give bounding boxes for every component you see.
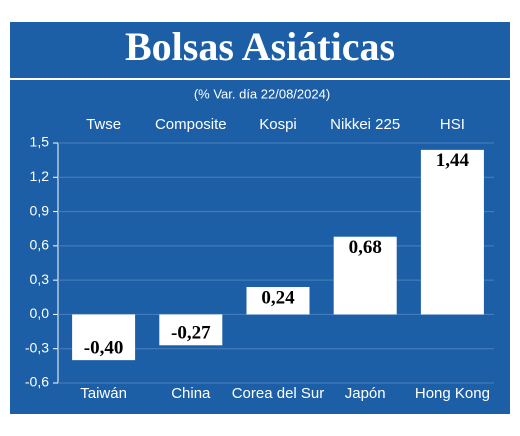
bar: [72, 314, 136, 361]
bar: [420, 149, 484, 315]
value-label: 0,68: [349, 237, 382, 258]
index-label: Kospi: [259, 116, 297, 133]
value-label: -0,40: [84, 338, 124, 359]
value-label: -0,27: [171, 323, 211, 344]
y-tick-label: -0,6: [25, 374, 49, 390]
bar: [333, 236, 397, 315]
y-tick-label: -0,3: [25, 339, 49, 355]
x-tick-label: Taiwán: [80, 385, 127, 402]
value-label: 1,44: [436, 150, 470, 171]
bar: [159, 314, 223, 346]
value-label: 0,24: [261, 287, 295, 308]
y-tick-label: 0,3: [30, 271, 50, 287]
y-tick-label: 0,9: [30, 202, 50, 218]
index-label: Twse: [86, 116, 121, 133]
x-tick-label: Japón: [345, 385, 386, 402]
chart-title: Bolsas Asiáticas: [125, 24, 395, 69]
y-tick-label: 1,5: [30, 134, 50, 150]
index-label: HSI: [440, 116, 465, 133]
x-tick-label: China: [171, 385, 211, 402]
y-tick-label: 0,6: [30, 237, 50, 253]
y-tick-label: 0,0: [30, 305, 50, 321]
index-label: Composite: [155, 116, 227, 133]
x-tick-label: Corea del Sur: [232, 385, 325, 402]
bar: [246, 287, 310, 315]
index-label: Nikkei 225: [330, 116, 400, 133]
y-tick-label: 1,2: [30, 168, 50, 184]
chart-subtitle: (% Var. día 22/08/2024): [194, 86, 330, 101]
x-tick-label: Hong Kong: [415, 385, 490, 402]
